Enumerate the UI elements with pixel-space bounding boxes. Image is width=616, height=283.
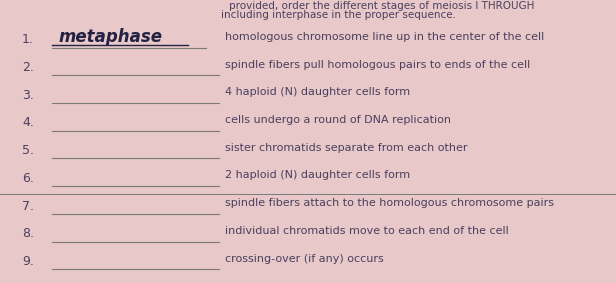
Text: 6.: 6. (22, 172, 34, 185)
Text: individual chromatids move to each end of the cell: individual chromatids move to each end o… (225, 226, 509, 236)
Text: metaphase: metaphase (59, 28, 163, 46)
Text: 4 haploid (N) daughter cells form: 4 haploid (N) daughter cells form (225, 87, 410, 97)
Text: spindle fibers attach to the homologous chromosome pairs: spindle fibers attach to the homologous … (225, 198, 554, 208)
Text: 1.: 1. (22, 33, 34, 46)
Text: 7.: 7. (22, 200, 34, 213)
Text: including interphase in the proper sequence.: including interphase in the proper seque… (221, 10, 456, 20)
Text: homologous chromosome line up in the center of the cell: homologous chromosome line up in the cen… (225, 32, 544, 42)
Text: crossing-over (if any) occurs: crossing-over (if any) occurs (225, 254, 384, 264)
Text: spindle fibers pull homologous pairs to ends of the cell: spindle fibers pull homologous pairs to … (225, 59, 530, 70)
Text: provided, order the different stages of meiosis I THROUGH: provided, order the different stages of … (229, 1, 535, 11)
Text: 9.: 9. (22, 255, 34, 268)
Text: 8.: 8. (22, 227, 34, 240)
Text: 2 haploid (N) daughter cells form: 2 haploid (N) daughter cells form (225, 170, 410, 181)
Text: cells undergo a round of DNA replication: cells undergo a round of DNA replication (225, 115, 451, 125)
Text: 3.: 3. (22, 89, 34, 102)
Text: 4.: 4. (22, 116, 34, 129)
Text: sister chromatids separate from each other: sister chromatids separate from each oth… (225, 143, 468, 153)
Text: 5.: 5. (22, 144, 34, 157)
Text: 2.: 2. (22, 61, 34, 74)
